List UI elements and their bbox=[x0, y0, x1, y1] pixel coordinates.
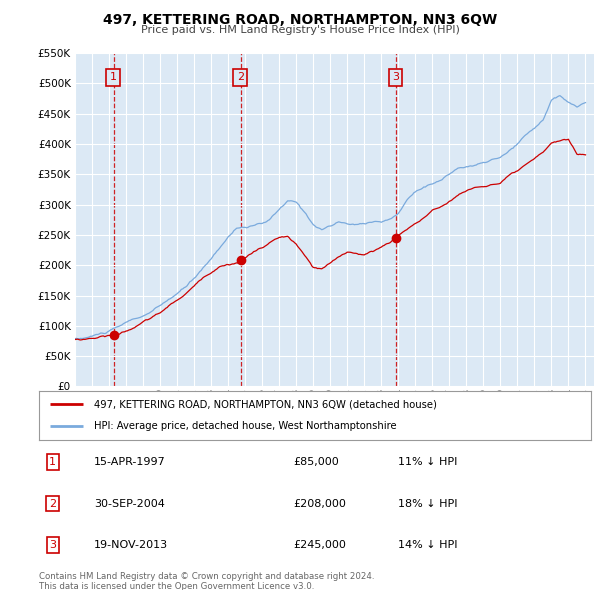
Text: £85,000: £85,000 bbox=[293, 457, 338, 467]
Text: 19-NOV-2013: 19-NOV-2013 bbox=[94, 540, 169, 550]
Text: 2: 2 bbox=[49, 499, 56, 509]
Text: £208,000: £208,000 bbox=[293, 499, 346, 509]
Text: 15-APR-1997: 15-APR-1997 bbox=[94, 457, 166, 467]
Text: 18% ↓ HPI: 18% ↓ HPI bbox=[398, 499, 457, 509]
Text: 11% ↓ HPI: 11% ↓ HPI bbox=[398, 457, 457, 467]
Text: 497, KETTERING ROAD, NORTHAMPTON, NN3 6QW: 497, KETTERING ROAD, NORTHAMPTON, NN3 6Q… bbox=[103, 13, 497, 27]
Text: 1: 1 bbox=[110, 73, 116, 83]
Text: 3: 3 bbox=[392, 73, 399, 83]
Text: 2: 2 bbox=[236, 73, 244, 83]
Text: Contains HM Land Registry data © Crown copyright and database right 2024.: Contains HM Land Registry data © Crown c… bbox=[39, 572, 374, 581]
Text: 3: 3 bbox=[49, 540, 56, 550]
Text: 1: 1 bbox=[49, 457, 56, 467]
Text: 497, KETTERING ROAD, NORTHAMPTON, NN3 6QW (detached house): 497, KETTERING ROAD, NORTHAMPTON, NN3 6Q… bbox=[94, 399, 437, 409]
Text: This data is licensed under the Open Government Licence v3.0.: This data is licensed under the Open Gov… bbox=[39, 582, 314, 590]
Text: £245,000: £245,000 bbox=[293, 540, 346, 550]
Text: 30-SEP-2004: 30-SEP-2004 bbox=[94, 499, 165, 509]
Text: 14% ↓ HPI: 14% ↓ HPI bbox=[398, 540, 457, 550]
Text: Price paid vs. HM Land Registry's House Price Index (HPI): Price paid vs. HM Land Registry's House … bbox=[140, 25, 460, 35]
Text: HPI: Average price, detached house, West Northamptonshire: HPI: Average price, detached house, West… bbox=[94, 421, 397, 431]
